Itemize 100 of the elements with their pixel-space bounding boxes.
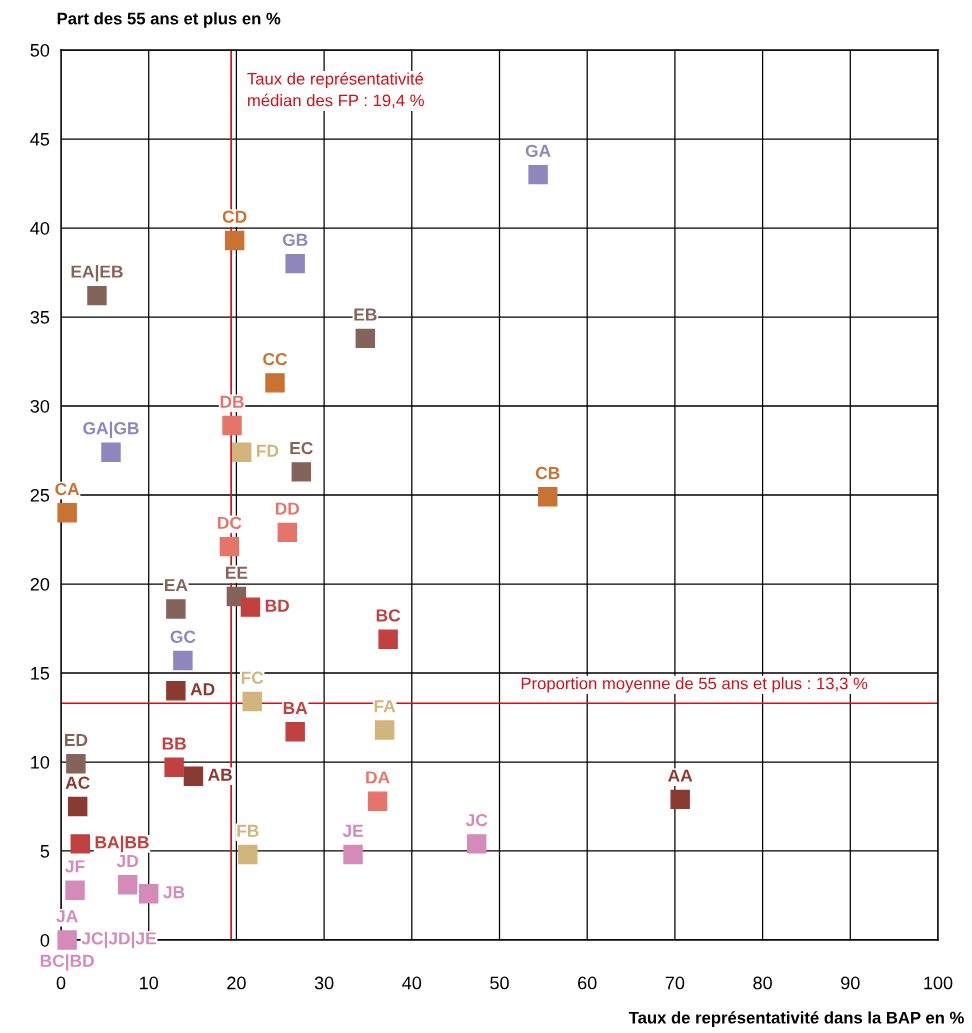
y-tick-label: 50 [30,43,50,57]
series-label: EC [290,441,313,455]
series-label: DD [275,502,300,515]
ref-line-label: Proportion moyenne de 55 ans et plus : 13,3 % [521,677,868,693]
x-tick-label: 90 [841,976,860,990]
series-label: JC [465,813,488,827]
point [101,442,121,463]
point [87,285,107,306]
series-label: EA [164,579,188,592]
y-tick-label: 5 [40,845,50,858]
series-label: DA [366,771,390,784]
point [374,720,395,740]
y-tick-label: 30 [30,399,50,413]
x-tick-label: 60 [578,976,597,990]
y-tick-label: 15 [31,667,50,680]
y-tick-label: 0 [40,933,50,947]
series-label: DB [220,395,244,408]
series-label: CA [55,482,80,496]
point [222,415,242,436]
annotation: JC|JD|JE [81,931,156,949]
series-label: AC [65,776,90,789]
point [285,253,305,274]
point [231,442,252,463]
point [291,462,312,482]
series-label: BD [265,599,289,612]
series-label: EE [225,566,248,579]
point [670,789,690,810]
series-label: BC [376,609,401,622]
series-label: AD [190,683,215,696]
point [166,599,186,619]
series-label: BA|BB [95,835,149,853]
x-tick-label: 10 [140,976,159,990]
point [164,757,184,778]
series-label: JD [116,855,139,868]
series-label: BA [283,702,308,714]
point [183,766,204,786]
y-tick-label: 45 [30,133,50,146]
annotation: BC|BD [40,954,94,971]
point [70,834,91,854]
point [173,650,193,671]
point [355,328,376,349]
point [65,880,85,900]
x-tick-label: 40 [402,976,422,990]
point [285,722,305,742]
series-label: CD [222,210,247,223]
series-label: BB [162,737,186,750]
series-label: ED [65,734,88,746]
point [66,754,86,774]
series-label: EB [354,308,377,321]
x-tick-label: 30 [314,976,334,990]
x-tick-label: 0 [56,976,66,990]
point [219,536,240,557]
series-label: JE [342,824,363,837]
point [277,522,297,543]
series-label: GC [170,630,196,643]
point [242,691,262,712]
point [224,230,245,251]
series-label: AB [208,768,232,781]
ref-line-label: Taux de représentativité médian des FP : 19,4 % [247,72,424,109]
series-label: EA|EB [71,265,123,282]
series-label: JA [56,910,78,923]
point [466,834,487,854]
point [166,681,186,701]
point [343,844,363,865]
point [378,629,398,649]
point [528,164,548,185]
series-label: GB [282,233,308,246]
series-label: GA [525,144,551,157]
point [240,597,261,617]
point [138,883,159,904]
point [538,487,558,507]
y-axis-title: Part des 55 ans et plus en % [57,12,281,28]
y-tick-label: 40 [30,221,50,235]
point [67,796,88,817]
y-tick-label: 20 [30,577,50,591]
series-label: AA [668,769,693,782]
point [367,791,388,811]
series-label: JF [65,860,85,873]
series-label: FA [374,700,396,713]
y-tick-label: 35 [30,310,50,324]
series-label: GA|GB [83,421,139,439]
series-label: JB [163,886,185,899]
y-tick-label: 10 [31,755,50,769]
point [265,373,285,393]
x-tick-label: 20 [227,976,246,990]
series-label: DC [218,516,242,529]
x-axis-title: Taux de représentativité dans la BAP en % [628,1011,964,1027]
series-label: FC [241,671,264,684]
series-label: FD [257,444,279,457]
series-label: CC [263,352,288,366]
x-tick-label: 70 [665,976,685,990]
x-tick-label: 50 [490,976,509,990]
x-tick-label: 80 [753,976,772,990]
x-tick-label: 100 [924,976,953,990]
y-tick-label: 25 [30,488,50,502]
point [117,875,138,895]
point [238,844,258,865]
series-label: CB [535,466,560,480]
point [57,930,77,950]
point [57,503,77,523]
